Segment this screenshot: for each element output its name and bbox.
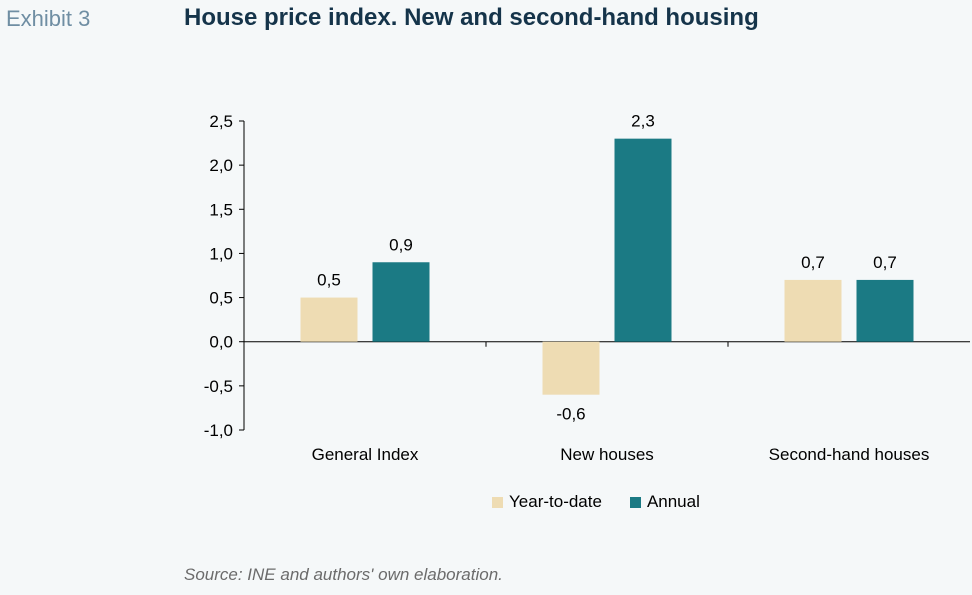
chart-legend: Year-to-date Annual <box>492 492 700 512</box>
y-tick-label: 2,0 <box>209 156 233 175</box>
y-tick-label: 1,5 <box>209 200 233 219</box>
bar <box>300 297 358 342</box>
y-tick-label: 1,0 <box>209 244 233 263</box>
x-category-label: General Index <box>312 445 419 464</box>
y-tick-label: 0,0 <box>209 333 233 352</box>
legend-swatch-annual <box>629 496 641 508</box>
bar <box>614 138 672 342</box>
bar <box>784 279 842 342</box>
y-tick-label: -0,5 <box>204 377 233 396</box>
data-label: -0,6 <box>556 405 585 424</box>
exhibit-label: Exhibit 3 <box>6 6 91 31</box>
data-label: 2,3 <box>631 112 655 131</box>
y-tick-label: -1,0 <box>204 421 233 440</box>
legend-label-year-to-date: Year-to-date <box>509 492 602 511</box>
bar <box>856 279 914 342</box>
legend-label-annual: Annual <box>646 492 700 511</box>
data-label: 0,7 <box>873 253 897 272</box>
bar <box>542 341 600 395</box>
legend-item-year-to-date: Year-to-date <box>492 492 602 512</box>
data-label: 0,9 <box>389 235 413 254</box>
x-category-label: Second-hand houses <box>769 445 930 464</box>
x-category-label: New houses <box>560 445 654 464</box>
legend-item-annual: Annual <box>629 492 700 512</box>
data-label: 0,5 <box>317 271 341 290</box>
bar <box>372 262 430 342</box>
y-tick-label: 2,5 <box>209 112 233 131</box>
y-tick-label: 0,5 <box>209 289 233 308</box>
data-label: 0,7 <box>801 253 825 272</box>
source-note: Source: INE and authors' own elaboration… <box>184 565 503 584</box>
chart-title: House price index. New and second-hand h… <box>184 4 759 31</box>
legend-swatch-year-to-date <box>492 496 503 508</box>
